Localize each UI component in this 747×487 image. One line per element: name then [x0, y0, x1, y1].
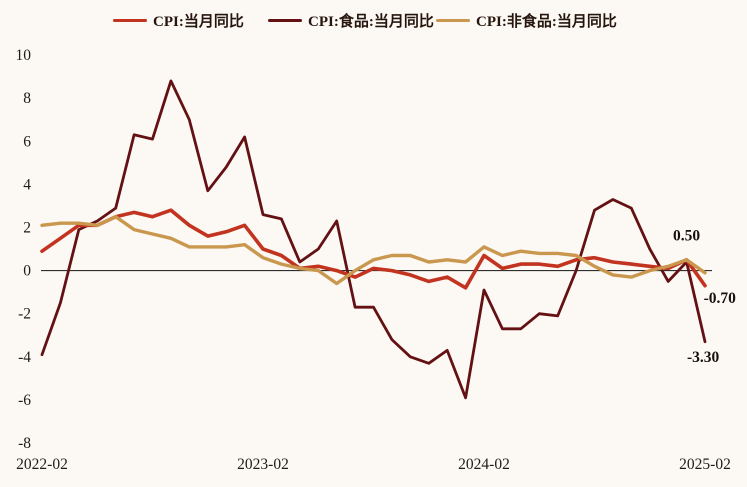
legend-label-cpi-nonfood: CPI:非食品:当月同比: [476, 14, 617, 30]
y-tick-label: -6: [18, 392, 31, 409]
x-tick-label: 2023-02: [237, 456, 289, 473]
chart-legend: CPI:当月同比 CPI:食品:当月同比 CPI:非食品:当月同比: [0, 0, 747, 32]
legend-label-cpi-food: CPI:食品:当月同比: [308, 14, 434, 30]
legend-line-swatch-cpi: [113, 18, 147, 23]
y-tick-label: 6: [23, 133, 31, 150]
legend-line-swatch-cpi-food: [268, 18, 302, 23]
y-tick-label: 10: [16, 47, 32, 64]
x-tick-label: 2025-02: [679, 456, 731, 473]
legend-item-cpi-nonfood: CPI:非食品:当月同比: [436, 10, 617, 31]
legend-label-cpi: CPI:当月同比: [153, 14, 244, 30]
legend-item-cpi-food: CPI:食品:当月同比: [268, 10, 434, 31]
series-line-cpi-nonfood: [40, 214, 707, 286]
y-tick-label: -4: [18, 349, 31, 366]
y-tick-label: 0: [23, 263, 31, 280]
legend-line-swatch-cpi-nonfood: [436, 18, 470, 23]
y-tick-label: 2: [23, 219, 31, 236]
y-tick-label: -2: [18, 306, 31, 323]
x-tick-label: 2022-02: [16, 456, 68, 473]
y-tick-label: 4: [23, 176, 31, 193]
y-tick-label: 8: [23, 90, 31, 107]
y-tick-label: -8: [18, 435, 31, 452]
x-tick-label: 2024-02: [458, 456, 510, 473]
annotation-label: 0.50: [673, 228, 700, 245]
series-line-cpi: [40, 208, 707, 290]
annotation-label: -3.30: [687, 349, 720, 366]
legend-item-cpi: CPI:当月同比: [113, 10, 244, 31]
annotation-label: -0.70: [704, 290, 737, 307]
series-line-cpi-food: [40, 79, 707, 400]
